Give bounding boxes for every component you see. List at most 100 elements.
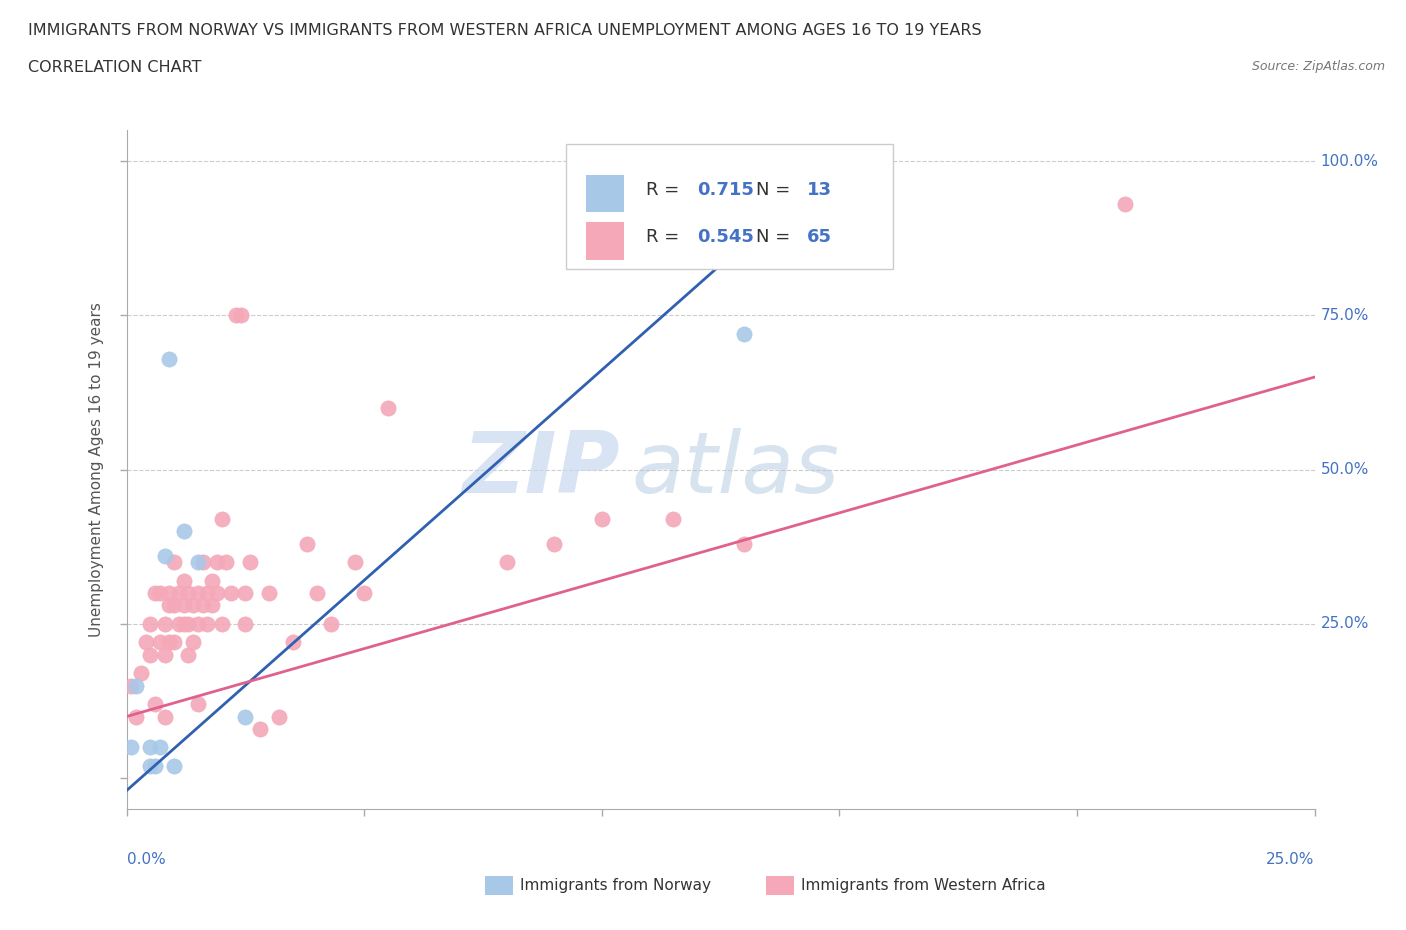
Point xyxy=(733,537,755,551)
Point xyxy=(191,555,214,570)
Point xyxy=(215,555,238,570)
FancyBboxPatch shape xyxy=(586,222,624,259)
Point xyxy=(149,740,172,755)
Point xyxy=(153,709,176,724)
Text: N =: N = xyxy=(756,229,790,246)
Point xyxy=(181,635,204,650)
Point xyxy=(219,586,242,601)
Point xyxy=(135,635,157,650)
Point xyxy=(211,512,233,526)
Point xyxy=(377,401,399,416)
Point xyxy=(205,586,228,601)
Point xyxy=(143,759,166,774)
Y-axis label: Unemployment Among Ages 16 to 19 years: Unemployment Among Ages 16 to 19 years xyxy=(89,302,104,637)
Point xyxy=(173,524,195,538)
Point xyxy=(257,586,280,601)
Point xyxy=(201,598,224,613)
Point xyxy=(139,617,162,631)
Point xyxy=(249,722,271,737)
Point xyxy=(239,555,262,570)
Point xyxy=(120,678,142,693)
Point xyxy=(163,598,186,613)
Point xyxy=(187,555,209,570)
Point xyxy=(195,586,218,601)
Point xyxy=(543,537,565,551)
Text: 0.715: 0.715 xyxy=(697,181,754,199)
Point xyxy=(173,617,195,631)
Text: CORRELATION CHART: CORRELATION CHART xyxy=(28,60,201,75)
Point xyxy=(167,586,190,601)
Text: atlas: atlas xyxy=(631,428,839,512)
Point xyxy=(157,598,180,613)
Text: Immigrants from Western Africa: Immigrants from Western Africa xyxy=(801,878,1046,893)
Point xyxy=(281,635,304,650)
Point xyxy=(153,549,176,564)
Text: 25.0%: 25.0% xyxy=(1267,852,1315,868)
Point xyxy=(153,617,176,631)
Point xyxy=(295,537,318,551)
Point xyxy=(343,555,366,570)
Point xyxy=(167,617,190,631)
Text: N =: N = xyxy=(756,181,790,199)
Text: IMMIGRANTS FROM NORWAY VS IMMIGRANTS FROM WESTERN AFRICA UNEMPLOYMENT AMONG AGES: IMMIGRANTS FROM NORWAY VS IMMIGRANTS FRO… xyxy=(28,23,981,38)
Point xyxy=(139,759,162,774)
Point xyxy=(187,697,209,711)
Point xyxy=(139,647,162,662)
Point xyxy=(149,635,172,650)
Point xyxy=(225,308,247,323)
Point xyxy=(163,759,186,774)
Point xyxy=(191,598,214,613)
Point xyxy=(662,512,685,526)
Text: 65: 65 xyxy=(807,229,832,246)
Point xyxy=(157,586,180,601)
Point xyxy=(495,555,517,570)
Text: 13: 13 xyxy=(807,181,832,199)
Point xyxy=(149,586,172,601)
Point xyxy=(353,586,375,601)
Point xyxy=(139,740,162,755)
Text: 0.545: 0.545 xyxy=(697,229,754,246)
Point xyxy=(125,678,148,693)
Point xyxy=(233,617,256,631)
Text: Source: ZipAtlas.com: Source: ZipAtlas.com xyxy=(1251,60,1385,73)
Text: 100.0%: 100.0% xyxy=(1320,153,1378,168)
Point xyxy=(211,617,233,631)
Text: ZIP: ZIP xyxy=(463,428,620,512)
Point xyxy=(163,635,186,650)
Point xyxy=(177,617,200,631)
Point xyxy=(205,555,228,570)
Point xyxy=(233,709,256,724)
Point xyxy=(157,352,180,366)
Point xyxy=(305,586,328,601)
Point xyxy=(229,308,252,323)
Text: 25.0%: 25.0% xyxy=(1320,617,1369,631)
Point xyxy=(120,740,142,755)
Point xyxy=(157,635,180,650)
Point xyxy=(177,586,200,601)
Text: R =: R = xyxy=(645,229,679,246)
Text: 75.0%: 75.0% xyxy=(1320,308,1369,323)
Point xyxy=(233,586,256,601)
Point xyxy=(1114,197,1136,212)
Point xyxy=(163,555,186,570)
Text: 50.0%: 50.0% xyxy=(1320,462,1369,477)
Point xyxy=(187,586,209,601)
Text: Immigrants from Norway: Immigrants from Norway xyxy=(520,878,711,893)
Point xyxy=(173,598,195,613)
FancyBboxPatch shape xyxy=(567,144,893,270)
Point xyxy=(173,573,195,588)
Point xyxy=(187,617,209,631)
Point xyxy=(125,709,148,724)
Point xyxy=(201,573,224,588)
Point xyxy=(143,586,166,601)
Point xyxy=(591,512,613,526)
Text: R =: R = xyxy=(645,181,679,199)
Point xyxy=(267,709,290,724)
Point xyxy=(181,598,204,613)
Point xyxy=(129,666,152,681)
Point xyxy=(319,617,342,631)
Point xyxy=(153,647,176,662)
Point xyxy=(733,326,755,341)
Point xyxy=(177,647,200,662)
Text: 0.0%: 0.0% xyxy=(127,852,166,868)
